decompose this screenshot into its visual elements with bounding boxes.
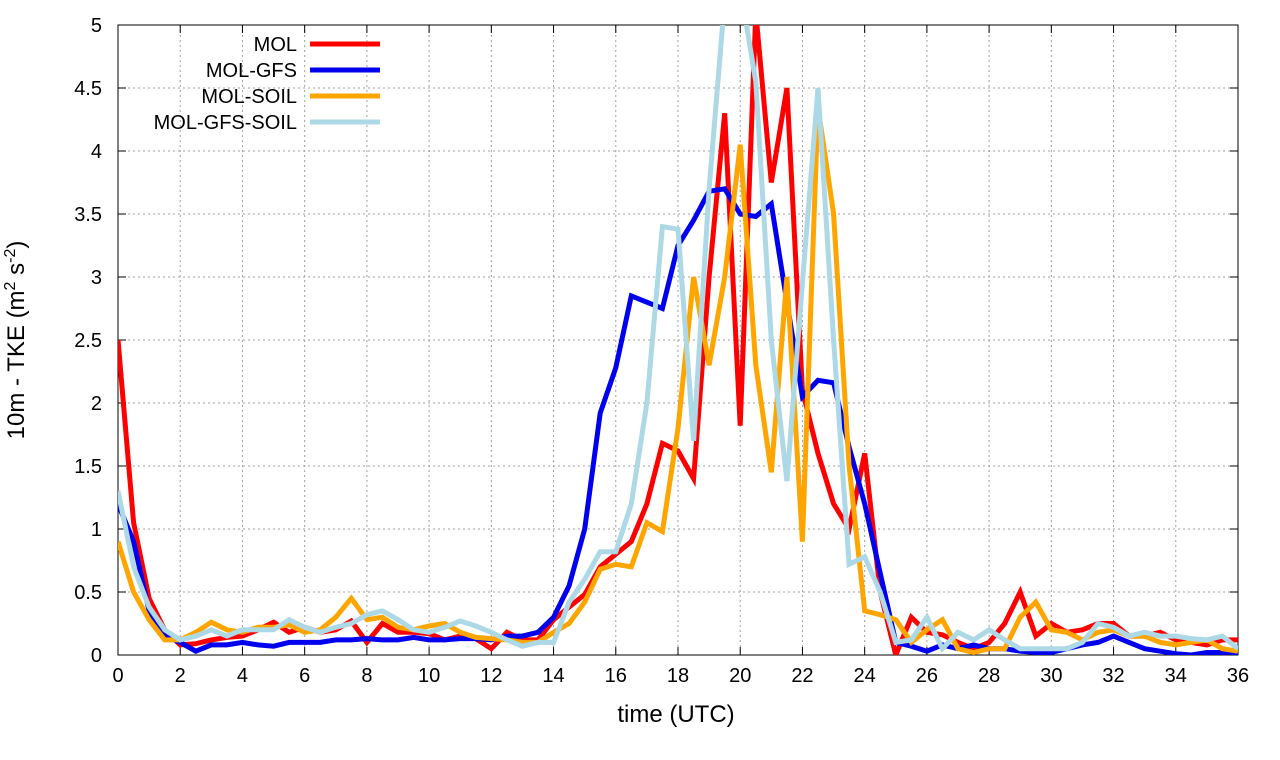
x-tick-label: 16: [605, 665, 627, 687]
x-tick-label: 22: [791, 665, 813, 687]
x-tick-label: 0: [112, 665, 123, 687]
grid-lines: [118, 25, 1238, 655]
x-tick-label: 6: [299, 665, 310, 687]
x-tick-label: 26: [916, 665, 938, 687]
y-tick-label: 0.5: [74, 582, 102, 604]
y-tick-label: 1: [91, 519, 102, 541]
x-tick-label: 34: [1165, 665, 1187, 687]
x-tick-label: 32: [1102, 665, 1124, 687]
y-tick-label: 0: [91, 645, 102, 667]
x-tick-label: 28: [978, 665, 1000, 687]
y-tick-label: 4.5: [74, 78, 102, 100]
legend-label: MOL-GFS: [206, 60, 297, 82]
x-tick-label: 14: [542, 665, 564, 687]
x-tick-label: 12: [480, 665, 502, 687]
y-tick-label: 3.5: [74, 204, 102, 226]
x-tick-label: 24: [854, 665, 876, 687]
x-tick-label: 20: [729, 665, 751, 687]
y-tick-label: 2.5: [74, 330, 102, 352]
y-axis-label: 10m - TKE (m2 s-2): [2, 241, 30, 440]
x-tick-label: 2: [175, 665, 186, 687]
legend-label: MOL: [254, 34, 297, 56]
x-tick-label: 36: [1227, 665, 1249, 687]
x-tick-label: 10: [418, 665, 440, 687]
x-tick-label: 8: [361, 665, 372, 687]
y-tick-label: 1.5: [74, 456, 102, 478]
x-tick-label: 4: [237, 665, 248, 687]
series-line-mol-soil: [118, 106, 1238, 655]
data-series: [118, 25, 1238, 655]
series-line-mol: [118, 25, 1238, 655]
x-tick-label: 30: [1040, 665, 1062, 687]
legend: MOL MOL-GFS MOL-SOIL MOL-GFS-SOIL: [154, 34, 380, 134]
legend-label: MOL-GFS-SOIL: [154, 112, 297, 134]
x-tick-label: 18: [667, 665, 689, 687]
y-tick-label: 5: [91, 15, 102, 37]
axis-ticks: 0 2 4 6 8 10 12 14 16 18 20 22 24 26 28 30 32 34 3600.511.…: [74, 15, 1249, 687]
legend-label: MOL-SOIL: [201, 86, 297, 108]
series-line-mol-gfs-soil: [118, 25, 1238, 654]
y-tick-label: 3: [91, 267, 102, 289]
y-tick-label: 4: [91, 141, 102, 163]
y-tick-label: 2: [91, 393, 102, 415]
x-axis-label: time (UTC): [617, 701, 734, 728]
